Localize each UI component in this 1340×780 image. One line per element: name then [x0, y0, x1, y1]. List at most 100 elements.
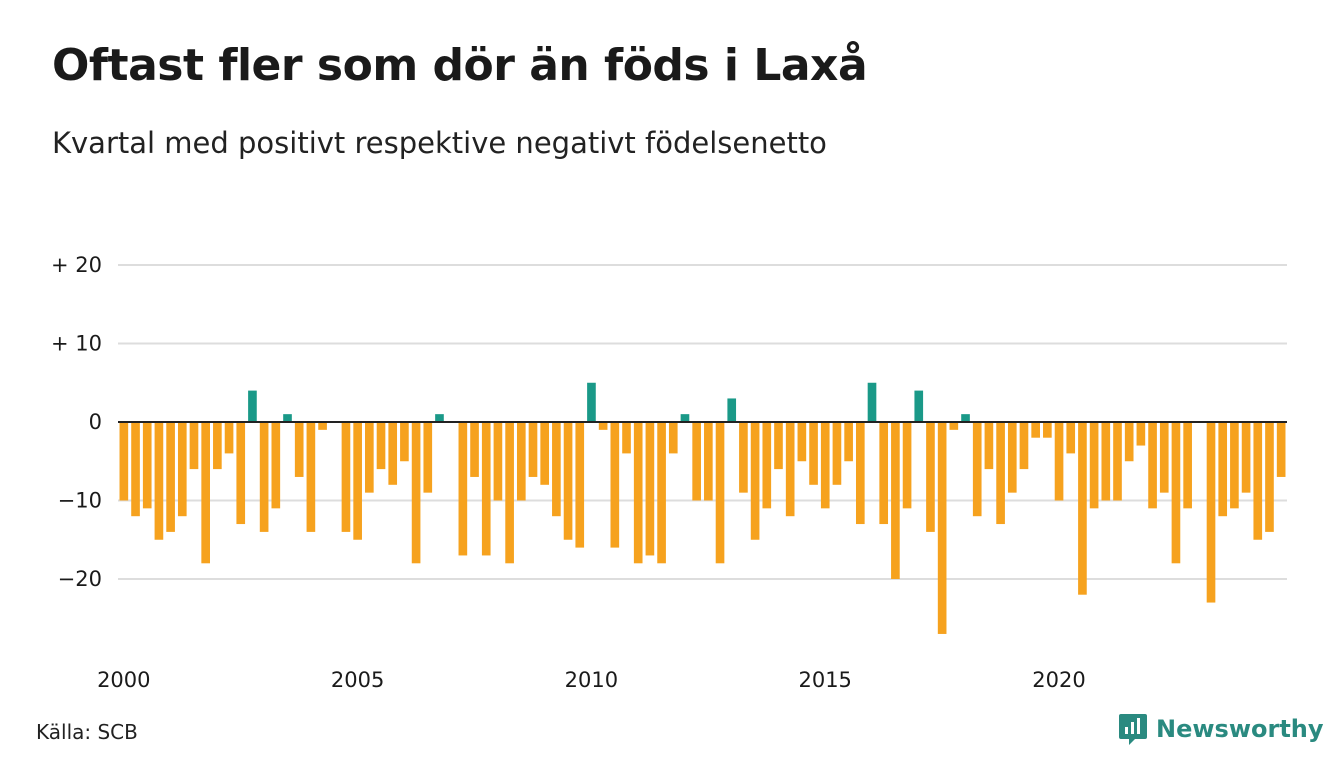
- bar-negative: [142, 422, 152, 509]
- bar-negative: [704, 422, 713, 501]
- bar-negative: [1043, 422, 1052, 438]
- bar-negative: [365, 422, 374, 493]
- bars: [119, 382, 1286, 634]
- bar-negative: [470, 422, 479, 477]
- bar-negative: [213, 422, 222, 470]
- bar-negative: [1031, 422, 1040, 438]
- bar-negative: [575, 422, 585, 548]
- bar-positive: [283, 414, 292, 422]
- bar-negative: [692, 422, 701, 501]
- bar-negative: [1171, 422, 1181, 564]
- bar-negative: [1124, 422, 1134, 462]
- bar-negative: [891, 422, 900, 579]
- bar-negative: [622, 422, 631, 454]
- bar-negative: [972, 422, 982, 517]
- bar-negative: [294, 422, 304, 477]
- bar-negative: [668, 422, 678, 454]
- bar-positive: [680, 414, 690, 422]
- x-tick-label: 2000: [97, 668, 150, 692]
- bar-negative: [341, 422, 351, 532]
- x-tick-label: 2005: [331, 668, 384, 692]
- bar-negative: [119, 422, 129, 501]
- y-tick-label: 0: [89, 410, 102, 434]
- bar-negative: [400, 422, 409, 462]
- bar-negative: [271, 422, 281, 509]
- bar-positive: [727, 398, 737, 422]
- source-note: Källa: SCB: [36, 720, 138, 744]
- bar-negative: [166, 422, 175, 532]
- bar-negative: [855, 422, 865, 525]
- bar-negative: [937, 422, 947, 634]
- bar-negative: [516, 422, 526, 501]
- bar-negative: [1148, 422, 1157, 509]
- bar-negative: [984, 422, 994, 470]
- bar-negative: [131, 422, 140, 517]
- bar-negative: [785, 422, 795, 517]
- bar-negative: [879, 422, 889, 525]
- bar-negative: [493, 422, 503, 501]
- x-tick-label: 2010: [565, 668, 618, 692]
- bar-positive: [867, 382, 877, 422]
- bar-negative: [902, 422, 912, 509]
- bar-negative: [259, 422, 269, 532]
- bar-negative: [1007, 422, 1017, 493]
- bar-negative: [996, 422, 1005, 525]
- bar-negative: [540, 422, 550, 485]
- bar-negative: [376, 422, 386, 470]
- bar-positive: [248, 390, 257, 422]
- brand-logo: Newsworthy: [1118, 712, 1324, 746]
- bar-negative: [657, 422, 666, 564]
- bar-negative: [1206, 422, 1216, 603]
- bar-negative: [423, 422, 433, 493]
- bar-negative: [1054, 422, 1064, 501]
- y-tick-label: + 10: [51, 332, 102, 356]
- bar-positive: [587, 382, 596, 422]
- bar-negative: [458, 422, 468, 556]
- bar-negative: [949, 422, 959, 430]
- bar-negative: [1265, 422, 1274, 532]
- bar-negative: [750, 422, 760, 540]
- bar-negative: [1089, 422, 1099, 509]
- bar-negative: [1218, 422, 1228, 517]
- bar-negative: [552, 422, 561, 517]
- bar-negative: [1159, 422, 1169, 493]
- bar-negative: [154, 422, 164, 540]
- bar-negative: [563, 422, 573, 540]
- bar-negative: [1276, 422, 1286, 477]
- x-tick-label: 2015: [798, 668, 851, 692]
- bar-negative: [177, 422, 187, 517]
- bar-negative: [1241, 422, 1251, 493]
- bar-negative: [1019, 422, 1029, 470]
- bar-negative: [844, 422, 853, 462]
- bar-negative: [739, 422, 748, 493]
- bar-negative: [353, 422, 362, 540]
- bar-negative: [505, 422, 514, 564]
- bar-negative: [610, 422, 620, 548]
- bar-negative: [318, 422, 327, 430]
- bar-negative: [1078, 422, 1087, 595]
- bar-positive: [914, 390, 924, 422]
- y-tick-label: −10: [58, 489, 102, 513]
- bar-negative: [189, 422, 199, 470]
- bar-negative: [645, 422, 655, 556]
- bar-negative: [1230, 422, 1239, 509]
- chart-title: Oftast fler som dör än föds i Laxå: [52, 40, 868, 91]
- bar-negative: [388, 422, 398, 485]
- bar-negative: [411, 422, 421, 564]
- y-axis-ticks: + 20 + 10 0 −10 −20: [51, 253, 102, 591]
- bar-negative: [1066, 422, 1076, 454]
- bar-positive: [435, 414, 444, 422]
- bar-negative: [598, 422, 608, 430]
- chart-subtitle: Kvartal med positivt respektive negativt…: [52, 126, 827, 160]
- bar-negative: [1113, 422, 1122, 501]
- y-tick-label: + 20: [51, 253, 102, 277]
- bar-negative: [762, 422, 772, 509]
- bar-negative: [201, 422, 210, 564]
- bar-negative: [832, 422, 842, 485]
- bar-negative: [1136, 422, 1146, 446]
- bar-negative: [797, 422, 807, 462]
- bar-negative: [1101, 422, 1111, 501]
- newsworthy-logo-icon: [1119, 714, 1147, 745]
- bar-negative: [528, 422, 538, 477]
